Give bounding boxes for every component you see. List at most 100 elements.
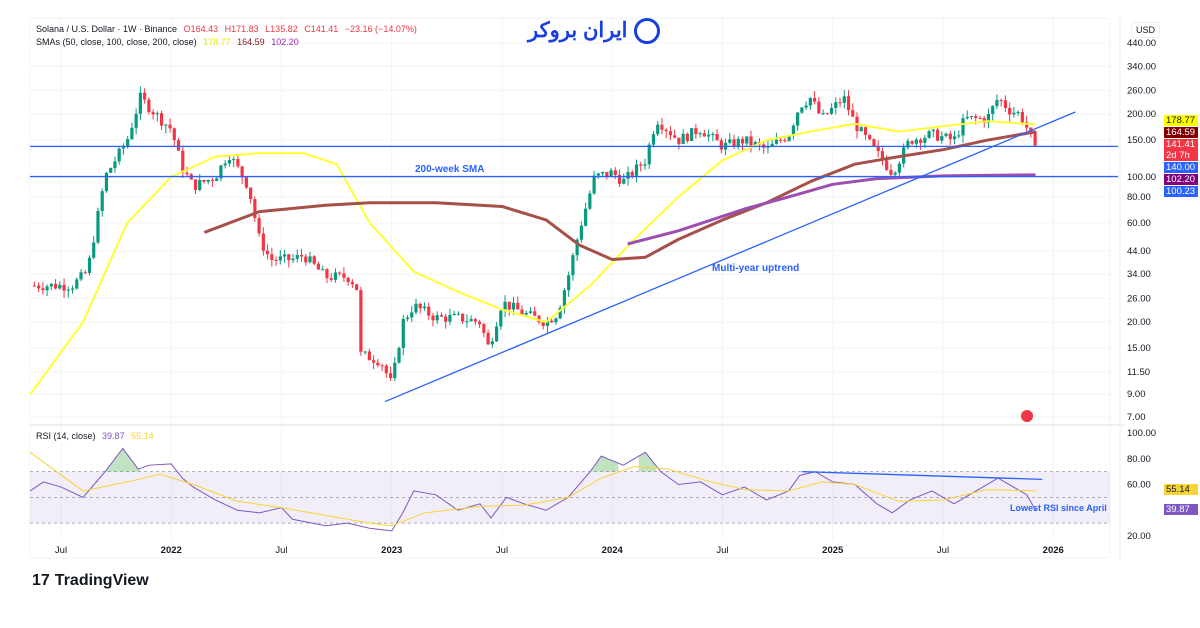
candle [333,268,338,283]
candle [295,249,299,263]
candle [673,129,677,139]
candle [1012,106,1016,118]
rsi-overbought-fill [585,456,619,472]
candle-body [533,311,537,316]
candle [651,131,656,148]
price-tick-label: 200.00 [1127,109,1156,120]
candle-body [817,101,821,114]
candle [329,272,333,283]
candle-body [1003,100,1008,108]
rsi-annotation: Lowest RSI since April [1010,503,1107,513]
price-tag: 164.59 [1164,127,1198,138]
time-tick-label: 2023 [381,545,402,556]
candle-body [240,166,244,178]
countdown-label: 2d 7h [1166,150,1190,161]
candle [274,256,278,266]
candle-body [159,113,164,126]
candle [634,159,639,183]
price-tag-label: 102.20 [1166,174,1196,185]
candle-body [367,351,371,361]
candle-body [490,341,494,345]
candle [172,127,176,147]
tradingview-logo[interactable]: 17 TradingView [32,572,149,590]
candle-body [333,272,338,280]
candle-body [639,164,643,166]
candle-body [113,161,117,169]
candle-body [338,272,342,274]
candle-body [278,256,282,261]
candle [448,308,452,325]
candle-body [70,288,75,290]
candle-body [414,303,418,313]
candle-body [215,178,219,182]
rsi-tick-label: 20.00 [1127,531,1151,542]
candle [494,322,499,342]
rsi-tick-label: 60.00 [1127,480,1151,491]
candle [325,267,329,283]
price-tick-label: 26.00 [1127,293,1151,304]
candle-body [397,347,401,363]
candle-body [299,254,304,257]
candle-body [342,273,346,278]
candle [96,207,100,245]
candle-body [37,285,41,289]
candle-body [537,315,541,323]
candle [969,115,974,120]
candle-body [329,278,333,280]
logo-chart-icon [633,18,660,45]
candle [503,295,507,318]
candle-body [482,324,486,333]
candle [719,137,723,154]
candle-body [422,306,427,309]
candle-body [685,133,689,141]
price-tag: 140.00 [1164,162,1198,173]
candle-body [172,128,176,141]
candle-body [613,170,617,175]
candle-body [130,127,134,140]
candle-body [838,102,842,104]
candle-body [376,362,380,366]
candle [490,337,494,348]
price-tag: 178.77 [1164,115,1198,126]
candle-body [673,135,677,138]
time-tick-label: 2024 [602,545,624,556]
candle [596,172,600,179]
candle [435,311,439,325]
candle [622,173,626,185]
candle [338,271,342,276]
price-tick-label: 9.00 [1127,389,1146,400]
candle-body [295,254,299,259]
candle-body [872,139,876,147]
candle-body [185,172,189,175]
candle-body [935,129,940,141]
candle-body [393,362,397,379]
candle [143,88,147,104]
candle-body [359,290,363,352]
logo-text: ایران بروکر [528,19,628,42]
price-tick-label: 20.00 [1127,317,1151,328]
candle-body [92,242,96,258]
candle [355,284,359,291]
candle-body [198,180,202,191]
candle [210,177,215,187]
currency-label[interactable]: USD [1131,22,1161,38]
price-tick-label: 60.00 [1127,218,1151,229]
candle [711,131,715,142]
candle [342,267,346,283]
candle [880,147,885,166]
candle [236,154,240,169]
candle-body [405,317,410,319]
candle [405,314,410,322]
candle [927,129,931,139]
candle [851,103,855,117]
candle-body [75,279,79,289]
candle [791,123,795,140]
candle [427,302,431,320]
candle [813,91,817,105]
candle-body [643,164,647,166]
candle [1003,95,1008,112]
sma100-value: 164.59 [237,37,265,47]
candle-body [41,288,45,291]
candle-body [384,365,388,374]
